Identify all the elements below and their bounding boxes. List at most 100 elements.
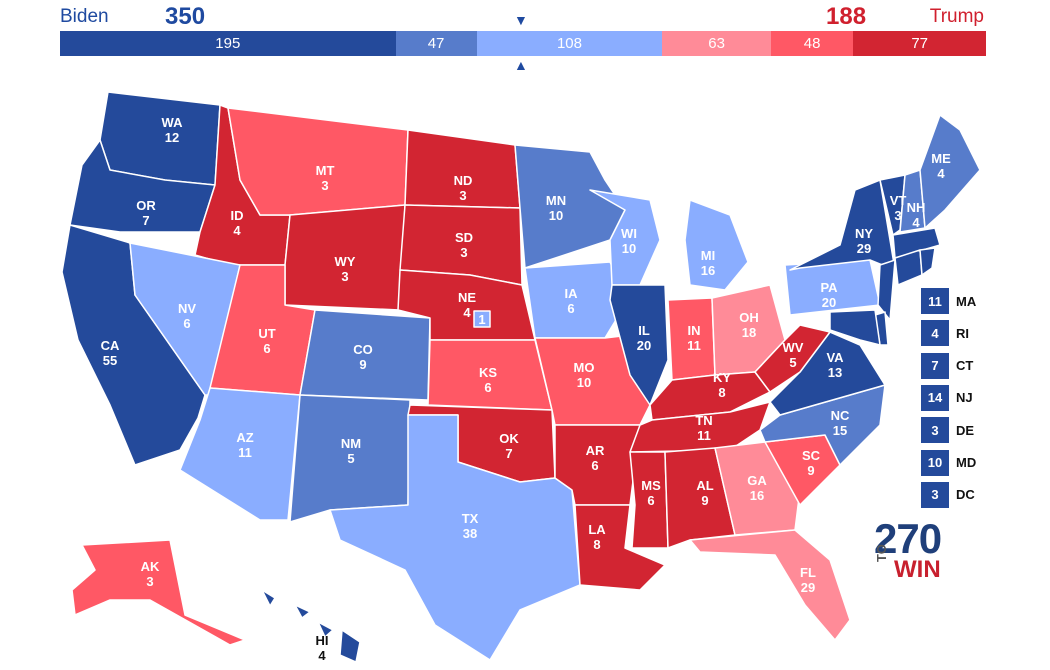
state-tx[interactable] [329,414,581,661]
state-label-va-abbr: VA [826,350,844,365]
state-label-mo-ev: 10 [577,375,591,390]
ev-segment-likely-d: 47 [395,31,477,56]
state-label-mi-ev: 16 [701,263,715,278]
state-label-in-abbr: IN [688,323,701,338]
state-label-tn-abbr: TN [695,413,712,428]
candidate-left-name: Biden [60,6,109,27]
logo-win: WIN [894,556,941,583]
candidate-right-name: Trump [929,6,984,27]
state-label-ky-abbr: KY [713,370,731,385]
state-label-ks-ev: 6 [484,380,491,395]
state-mi[interactable] [684,199,749,291]
state-label-pa-ev: 20 [822,295,836,310]
state-label-tx-abbr: TX [462,511,479,526]
state-fl[interactable] [689,529,851,641]
state-label-in-ev: 11 [687,338,701,353]
small-state-ri[interactable]: 4 RI [921,320,969,347]
state-label-oh-ev: 18 [742,325,756,340]
state-label-oh-abbr: OH [739,310,759,325]
state-label-az-ev: 11 [238,445,252,460]
state-ri[interactable] [919,247,936,276]
state-label-tx-ev: 38 [463,526,477,541]
state-label-sd-abbr: SD [455,230,473,245]
state-label-wi-ev: 10 [622,241,636,256]
state-label-co-abbr: CO [353,342,373,357]
small-state-md[interactable]: 10 MD [921,449,976,476]
small-state-ma[interactable]: 11 MA [921,288,976,314]
state-me[interactable] [919,114,981,229]
state-label-vt-abbr: VT [890,193,907,208]
state-mt[interactable] [227,107,409,216]
small-state-ev-box: 14 [921,384,949,411]
state-label-sc-abbr: SC [802,448,821,463]
state-label-me-ev: 4 [937,166,945,181]
state-label-ar-ev: 6 [591,458,598,473]
small-state-ev-box: 7 [921,352,949,379]
state-label-wv-ev: 5 [789,355,796,370]
state-label-ca-abbr: CA [101,338,120,353]
state-label-az-abbr: AZ [236,430,253,445]
state-mn[interactable] [514,144,626,269]
state-label-nv-ev: 6 [183,316,190,331]
state-label-ne-abbr: NE [458,290,476,305]
state-hi[interactable] [261,589,361,663]
state-label-ut-abbr: UT [258,326,275,341]
state-label-fl-ev: 29 [801,580,815,595]
state-label-mn-abbr: MN [546,193,566,208]
state-ny[interactable] [789,179,896,271]
state-wv[interactable] [754,324,831,393]
state-label-ca-ev: 55 [103,353,117,368]
state-label-wa-abbr: WA [162,115,184,130]
state-label-co-ev: 9 [359,357,366,372]
state-label-al-abbr: AL [696,478,713,493]
state-label-nh-ev: 4 [912,215,920,230]
state-label-mo-abbr: MO [574,360,595,375]
small-state-abbr: DC [956,487,975,503]
state-label-mn-ev: 10 [549,208,563,223]
electoral-vote-bar: 195 47 108 63 48 77 [60,31,986,56]
state-label-mi-abbr: MI [701,248,715,263]
state-ak[interactable] [71,539,246,646]
small-state-ct[interactable]: 7 CT [921,352,974,379]
small-state-nj[interactable]: 14 NJ [921,384,973,411]
state-label-ks-abbr: KS [479,365,497,380]
small-state-abbr: CT [956,358,974,374]
small-state-de[interactable]: 3 DE [921,417,974,444]
state-label-ga-abbr: GA [747,473,767,488]
candidate-right-total: 188 [826,3,867,30]
state-label-wa-ev: 12 [165,130,179,145]
logo-number: 270 [874,515,942,562]
state-label-nm-abbr: NM [341,436,361,451]
state-label-fl-abbr: FL [800,565,816,580]
state-label-sc-ev: 9 [807,463,814,478]
small-state-abbr: RI [956,325,969,341]
small-state-dc[interactable]: 3 DC [921,481,975,508]
candidate-left-total: 350 [165,3,206,30]
state-wy[interactable] [284,204,406,311]
state-ma[interactable] [892,227,941,259]
state-label-ak-ev: 3 [146,574,153,589]
state-nj[interactable] [877,259,896,321]
state-ms[interactable] [629,451,669,549]
state-label-or-ev: 7 [142,213,149,228]
state-label-nh-abbr: NH [907,200,926,215]
state-label-il-abbr: IL [638,323,650,338]
threshold-marker-top-icon: ▼ [514,12,528,28]
state-la[interactable] [574,504,666,591]
logo-270towin[interactable]: 270 TO WIN [874,515,942,582]
state-label-sd-ev: 3 [460,245,467,260]
state-label-wy-abbr: WY [335,254,356,269]
state-label-ia-abbr: IA [565,286,579,301]
state-mo[interactable] [534,334,651,426]
state-ne-2[interactable] [473,310,491,328]
state-label-nc-ev: 15 [833,423,847,438]
state-label-ky-ev: 8 [718,385,725,400]
state-label-hi-abbr: HI [316,633,329,648]
small-state-ev-box: 11 [921,288,949,314]
state-label-mt-abbr: MT [316,163,335,178]
small-state-abbr: NJ [956,390,973,406]
state-label-nc-abbr: NC [831,408,850,423]
ev-segment-safe-d: 195 [60,31,396,56]
state-md[interactable] [829,309,881,346]
state-label-wi-abbr: WI [621,226,637,241]
